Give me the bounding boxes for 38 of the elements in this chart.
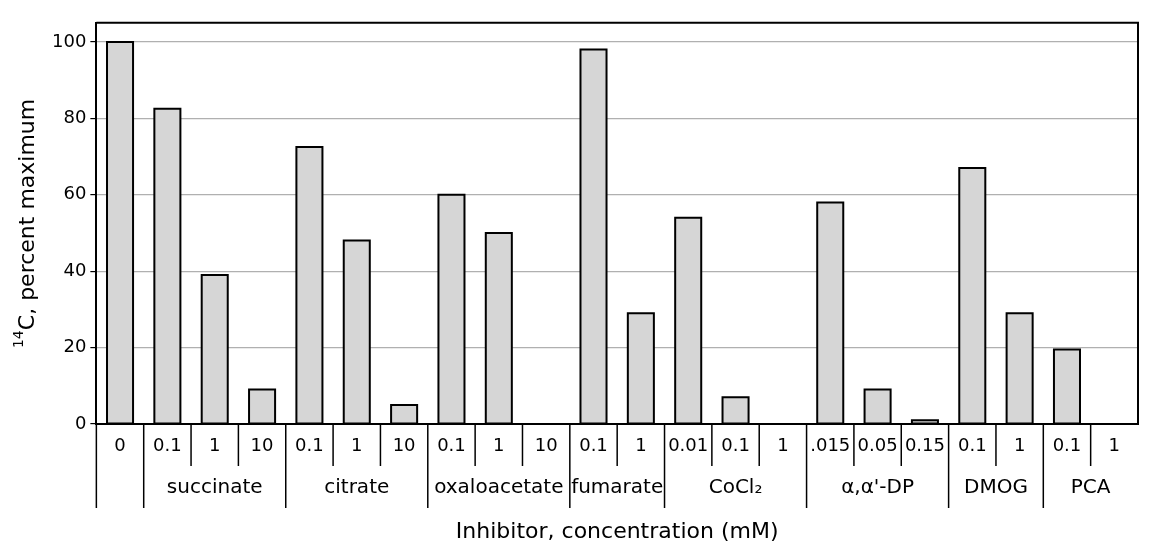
x-tick-label: 1 [493, 433, 505, 455]
x-tick-label: 1 [209, 433, 221, 455]
x-tick-label: 1 [1108, 433, 1121, 455]
y-tick-label: 40 [63, 258, 87, 280]
x-tick-label: 10 [534, 433, 558, 455]
y-tick-label: 100 [52, 29, 87, 51]
text: α,α'-DP [841, 474, 915, 499]
x-tick-label: 1 [635, 433, 647, 455]
x-tick-label: 0.1 [957, 433, 987, 455]
x-tick-label: 10 [250, 433, 274, 455]
x-tick-label: 1 [351, 433, 363, 455]
text: succinate [166, 474, 263, 499]
y-tick-label: 80 [63, 106, 87, 127]
x-tick-label: 0 [114, 433, 126, 455]
y-tick-label: 20 [63, 335, 87, 357]
y-axis-title: 14C, percent maximum [9, 98, 39, 349]
x-tick-label: 1 [1013, 433, 1026, 455]
text: citrate [324, 474, 390, 499]
x-tick-label: 0.05 [857, 433, 898, 455]
x-tick-label: 0.1 [437, 433, 466, 455]
text: oxaloacetate [434, 474, 564, 499]
x-tick-label: 10 [392, 433, 416, 455]
x-tick-label: 0.1 [295, 433, 324, 455]
text: CoCl₂ [708, 474, 763, 499]
x-axis-title: Inhibitor, concentration (mM) [455, 517, 779, 543]
x-tick-label: 0.01 [668, 433, 709, 455]
x-tick-label: 1 [777, 433, 789, 455]
x-tick-label: .015 [810, 433, 851, 455]
x-tick-label: 0.1 [721, 433, 750, 455]
y-tick-label: 0 [74, 411, 87, 433]
text: DMOG [964, 474, 1028, 499]
x-tick-label: 0.1 [579, 433, 608, 455]
text: fumarate [571, 474, 664, 499]
x-tick-label: 0.1 [1052, 433, 1082, 455]
text: PCA [1070, 474, 1111, 499]
x-tick-label: 0.1 [153, 433, 182, 455]
x-tick-label: 0.15 [904, 433, 945, 455]
y-tick-label: 60 [63, 182, 87, 204]
